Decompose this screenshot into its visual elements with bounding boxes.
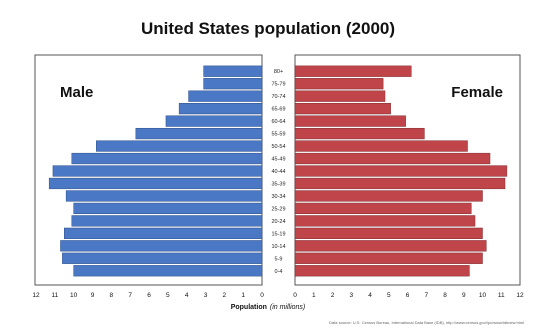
age-group-label: 50-54 bbox=[271, 144, 285, 150]
female-bar-25-29 bbox=[294, 202, 472, 215]
female-bar-5-9 bbox=[294, 252, 483, 264]
x-axis-label-main: Population bbox=[231, 304, 267, 311]
male-bar-70-74 bbox=[188, 90, 263, 102]
x-tick-male: 0 bbox=[260, 292, 264, 299]
x-tick-male: 6 bbox=[147, 292, 151, 299]
x-tick-male: 3 bbox=[204, 292, 208, 299]
male-bar-0-4 bbox=[73, 265, 263, 277]
male-bar-15-19 bbox=[64, 227, 263, 239]
female-bar-70-74 bbox=[294, 90, 386, 102]
legend-male-label: Male bbox=[60, 84, 93, 101]
chart-title: United States population (2000) bbox=[141, 19, 395, 38]
female-bar-75-79 bbox=[294, 78, 384, 90]
female-bar-15-19 bbox=[294, 227, 483, 239]
female-bar-50-54 bbox=[294, 140, 468, 152]
x-tick-male: 10 bbox=[70, 292, 78, 299]
x-tick-female: 3 bbox=[349, 292, 353, 299]
male-bar-25-29 bbox=[73, 202, 263, 215]
x-tick-female: 8 bbox=[443, 292, 447, 299]
x-tick-female: 10 bbox=[479, 292, 487, 299]
age-group-label: 15-19 bbox=[271, 231, 285, 237]
age-group-label: 0-4 bbox=[275, 269, 283, 275]
x-tick-female: 4 bbox=[368, 292, 372, 299]
male-bar-20-24 bbox=[71, 215, 263, 227]
age-group-label: 80+ bbox=[274, 69, 283, 75]
female-bar-0-4 bbox=[294, 265, 470, 277]
age-group-label: 65-69 bbox=[271, 107, 285, 113]
female-bar-60-64 bbox=[294, 115, 406, 127]
age-group-label: 75-79 bbox=[271, 82, 285, 88]
x-ticks-layer: 12 11 10 9 8 7 6 5 4 3 2 1 0 0 1 2 3 4 5 6 7 8 9 10 11 12 bbox=[32, 292, 524, 299]
age-group-label: 45-49 bbox=[271, 157, 285, 163]
male-bar-35-39 bbox=[48, 177, 263, 190]
x-tick-female: 2 bbox=[331, 292, 335, 299]
x-tick-female: 0 bbox=[293, 292, 297, 299]
x-tick-male: 1 bbox=[241, 292, 245, 299]
male-bar-45-49 bbox=[71, 152, 263, 165]
male-bar-50-54 bbox=[96, 140, 263, 152]
x-tick-female: 11 bbox=[498, 292, 505, 299]
x-tick-female: 6 bbox=[406, 292, 410, 299]
source-note: Data source: U.S. Census Bureau, Interna… bbox=[329, 320, 524, 325]
x-tick-male: 11 bbox=[51, 292, 58, 299]
age-group-label: 35-39 bbox=[271, 181, 285, 187]
male-bar-55-59 bbox=[135, 127, 263, 140]
x-tick-female: 9 bbox=[462, 292, 466, 299]
male-bar-40-44 bbox=[52, 165, 263, 177]
age-group-label: 55-59 bbox=[271, 132, 285, 138]
x-tick-male: 4 bbox=[185, 292, 189, 299]
age-group-label: 40-44 bbox=[271, 169, 285, 175]
male-bar-65-69 bbox=[178, 103, 263, 115]
x-axis-label: Population (in millions) bbox=[231, 304, 306, 311]
x-tick-male: 5 bbox=[166, 292, 170, 299]
age-group-label: 30-34 bbox=[271, 194, 285, 200]
x-tick-male: 12 bbox=[32, 292, 40, 299]
female-bar-45-49 bbox=[294, 152, 491, 165]
x-tick-female: 7 bbox=[424, 292, 428, 299]
age-group-label: 5-9 bbox=[275, 256, 283, 262]
x-tick-female: 5 bbox=[387, 292, 391, 299]
x-tick-female: 12 bbox=[516, 292, 524, 299]
x-tick-male: 9 bbox=[91, 292, 95, 299]
age-group-label: 10-14 bbox=[271, 244, 285, 250]
legend-female-label: Female bbox=[451, 84, 503, 101]
x-tick-male: 2 bbox=[223, 292, 227, 299]
x-tick-male: 7 bbox=[128, 292, 132, 299]
male-bar-75-79 bbox=[203, 78, 263, 90]
male-bar-5-9 bbox=[62, 252, 263, 264]
age-group-label: 20-24 bbox=[271, 219, 285, 225]
female-bar-35-39 bbox=[294, 177, 506, 190]
female-bar-30-34 bbox=[294, 190, 483, 202]
female-bar-10-14 bbox=[294, 240, 487, 252]
female-bar-20-24 bbox=[294, 215, 476, 227]
female-bar-40-44 bbox=[294, 165, 508, 177]
age-group-label: 25-29 bbox=[271, 206, 285, 212]
age-group-label: 60-64 bbox=[271, 119, 285, 125]
age-group-label: 70-74 bbox=[271, 94, 285, 100]
male-bar-60-64 bbox=[165, 115, 263, 127]
age-labels-layer: 0-4 5-9 10-14 15-19 20-24 25-29 30-34 35-39 40-4… bbox=[271, 69, 285, 275]
male-bar-30-34 bbox=[65, 190, 263, 202]
x-tick-male: 8 bbox=[110, 292, 114, 299]
female-bar-65-69 bbox=[294, 103, 391, 115]
male-bar-80+ bbox=[203, 65, 263, 77]
x-tick-female: 1 bbox=[312, 292, 316, 299]
female-bar-55-59 bbox=[294, 127, 425, 140]
bars-layer bbox=[48, 65, 508, 277]
male-bar-10-14 bbox=[60, 240, 263, 252]
female-bar-80+ bbox=[294, 65, 412, 77]
x-axis-label-unit: (in millions) bbox=[270, 304, 305, 311]
